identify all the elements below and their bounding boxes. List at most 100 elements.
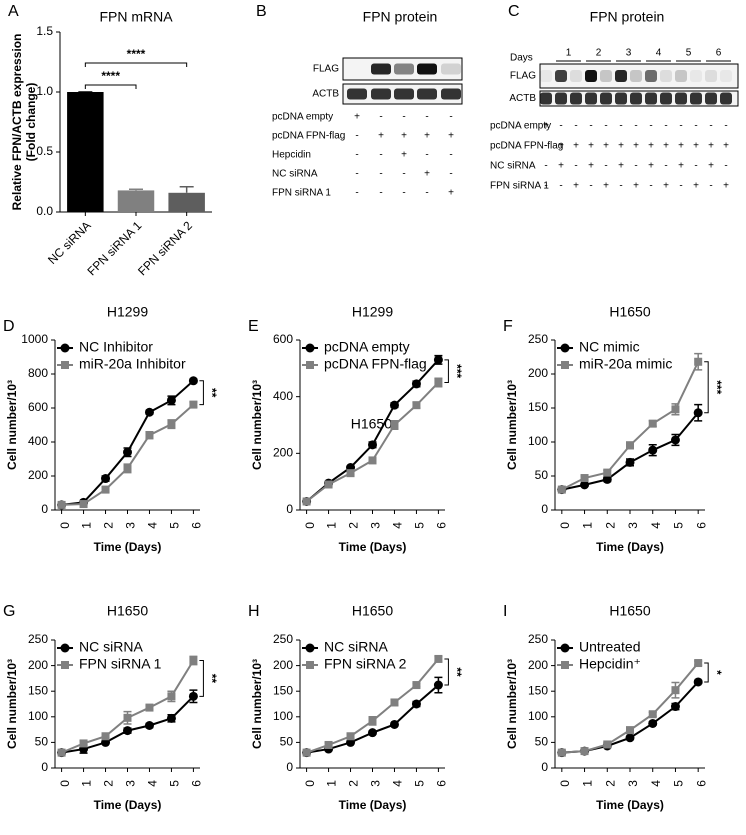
condition-label: pcDNA empty xyxy=(490,121,551,132)
lane-symbol: - xyxy=(724,121,727,132)
marker xyxy=(389,719,399,729)
lane-symbol: - xyxy=(379,112,382,123)
x-tick-label: 3 xyxy=(626,522,640,529)
x-tick-label: 4 xyxy=(391,780,405,787)
band xyxy=(585,92,597,105)
x-tick-label: 1 xyxy=(80,522,94,529)
x-tick-label: 3 xyxy=(124,522,138,529)
y-tick-label: 150 xyxy=(528,683,548,697)
significance-bracket xyxy=(84,84,137,89)
lane-symbol: - xyxy=(544,181,547,192)
x-tick-label: 6 xyxy=(190,522,204,529)
band xyxy=(394,63,414,75)
x-tick-label: 1 xyxy=(581,522,595,529)
y-tick-label: 250 xyxy=(528,332,548,346)
marker xyxy=(346,469,355,478)
x-tick-label: 2 xyxy=(603,780,617,787)
lane-symbol: + xyxy=(723,181,729,192)
lane-symbol: - xyxy=(544,161,547,172)
y-tick-label: 250 xyxy=(28,632,48,646)
x-tick-label: 6 xyxy=(694,522,708,529)
x-axis-label: Time (Days) xyxy=(339,540,407,554)
lane-symbol: - xyxy=(679,121,682,132)
marker xyxy=(101,732,110,741)
lane-symbol: + xyxy=(708,141,714,152)
error-bar xyxy=(179,186,194,193)
marker xyxy=(60,643,70,653)
marker xyxy=(603,468,612,477)
band xyxy=(690,70,702,82)
band xyxy=(540,70,552,82)
band xyxy=(675,70,687,82)
y-tick-label: 0 xyxy=(41,760,48,774)
marker xyxy=(189,656,198,665)
condition-label: Hepcidin xyxy=(272,150,311,161)
band xyxy=(615,70,627,82)
y-tick-label: 150 xyxy=(273,683,293,697)
blot-title: FPN protein xyxy=(590,9,665,25)
significance-label: **** xyxy=(127,47,146,61)
marker xyxy=(580,747,589,756)
legend-label: NC siRNA xyxy=(324,639,388,655)
marker xyxy=(101,485,110,494)
x-tick-label: 5 xyxy=(413,780,427,787)
lane-symbol: - xyxy=(379,188,382,199)
lane-symbol: + xyxy=(693,181,699,192)
lane-symbol: + xyxy=(424,131,430,142)
band xyxy=(371,63,391,75)
panel-letter: G xyxy=(3,603,15,620)
marker xyxy=(693,408,703,418)
day-label: 1 xyxy=(566,48,572,59)
significance-label: ** xyxy=(205,388,219,398)
condition-label: NC siRNA xyxy=(272,169,318,180)
x-tick-label: 1 xyxy=(325,780,339,787)
lane-symbol: - xyxy=(402,112,405,123)
band-label: FLAG xyxy=(313,64,339,75)
condition-label: FPN siRNA 1 xyxy=(272,188,331,199)
lane-symbol: - xyxy=(709,181,712,192)
y-tick-label: 0.0 xyxy=(36,204,53,218)
y-axis-label: (Fold change) xyxy=(24,83,38,162)
chart-title: H1299 xyxy=(107,304,148,320)
lane-symbol: + xyxy=(573,181,579,192)
lane-symbol: - xyxy=(402,188,405,199)
y-tick-label: 0 xyxy=(541,760,548,774)
lane-symbol: - xyxy=(619,181,622,192)
marker xyxy=(123,447,132,457)
panel-letter: I xyxy=(503,603,507,620)
significance-bracket xyxy=(444,359,449,383)
lane-symbol: - xyxy=(402,169,405,180)
band xyxy=(630,70,642,82)
x-tick-label: 3 xyxy=(369,780,383,787)
marker xyxy=(57,748,66,757)
marker xyxy=(368,728,377,738)
lane-symbol: + xyxy=(448,188,454,199)
lane-symbol: - xyxy=(694,121,697,132)
y-tick-label: 1.0 xyxy=(36,84,53,98)
chart-title: FPN mRNA xyxy=(99,9,173,25)
x-tick-label: 3 xyxy=(124,780,138,787)
y-tick-label: 200 xyxy=(528,658,548,672)
days-label: Days xyxy=(510,53,533,64)
significance-bracket xyxy=(704,662,709,683)
x-tick-label: 6 xyxy=(435,522,449,529)
lane-symbol: - xyxy=(604,121,607,132)
band xyxy=(540,92,552,105)
y-tick-label: 250 xyxy=(273,632,293,646)
x-tick-label: 0 xyxy=(303,780,317,787)
band xyxy=(600,70,612,82)
marker xyxy=(412,681,421,690)
legend-label: NC Inhibitor xyxy=(79,339,153,355)
band xyxy=(417,88,437,100)
y-tick-label: 200 xyxy=(528,366,548,380)
significance-label: **** xyxy=(101,69,120,83)
marker xyxy=(57,500,66,509)
x-tick-label: 2 xyxy=(102,780,116,787)
marker xyxy=(648,445,658,455)
marker xyxy=(189,400,198,409)
band xyxy=(630,92,642,105)
x-axis-label: Time (Days) xyxy=(596,540,664,554)
legend-label: NC siRNA xyxy=(79,639,143,655)
marker xyxy=(166,713,176,723)
lane-symbol: - xyxy=(574,121,577,132)
